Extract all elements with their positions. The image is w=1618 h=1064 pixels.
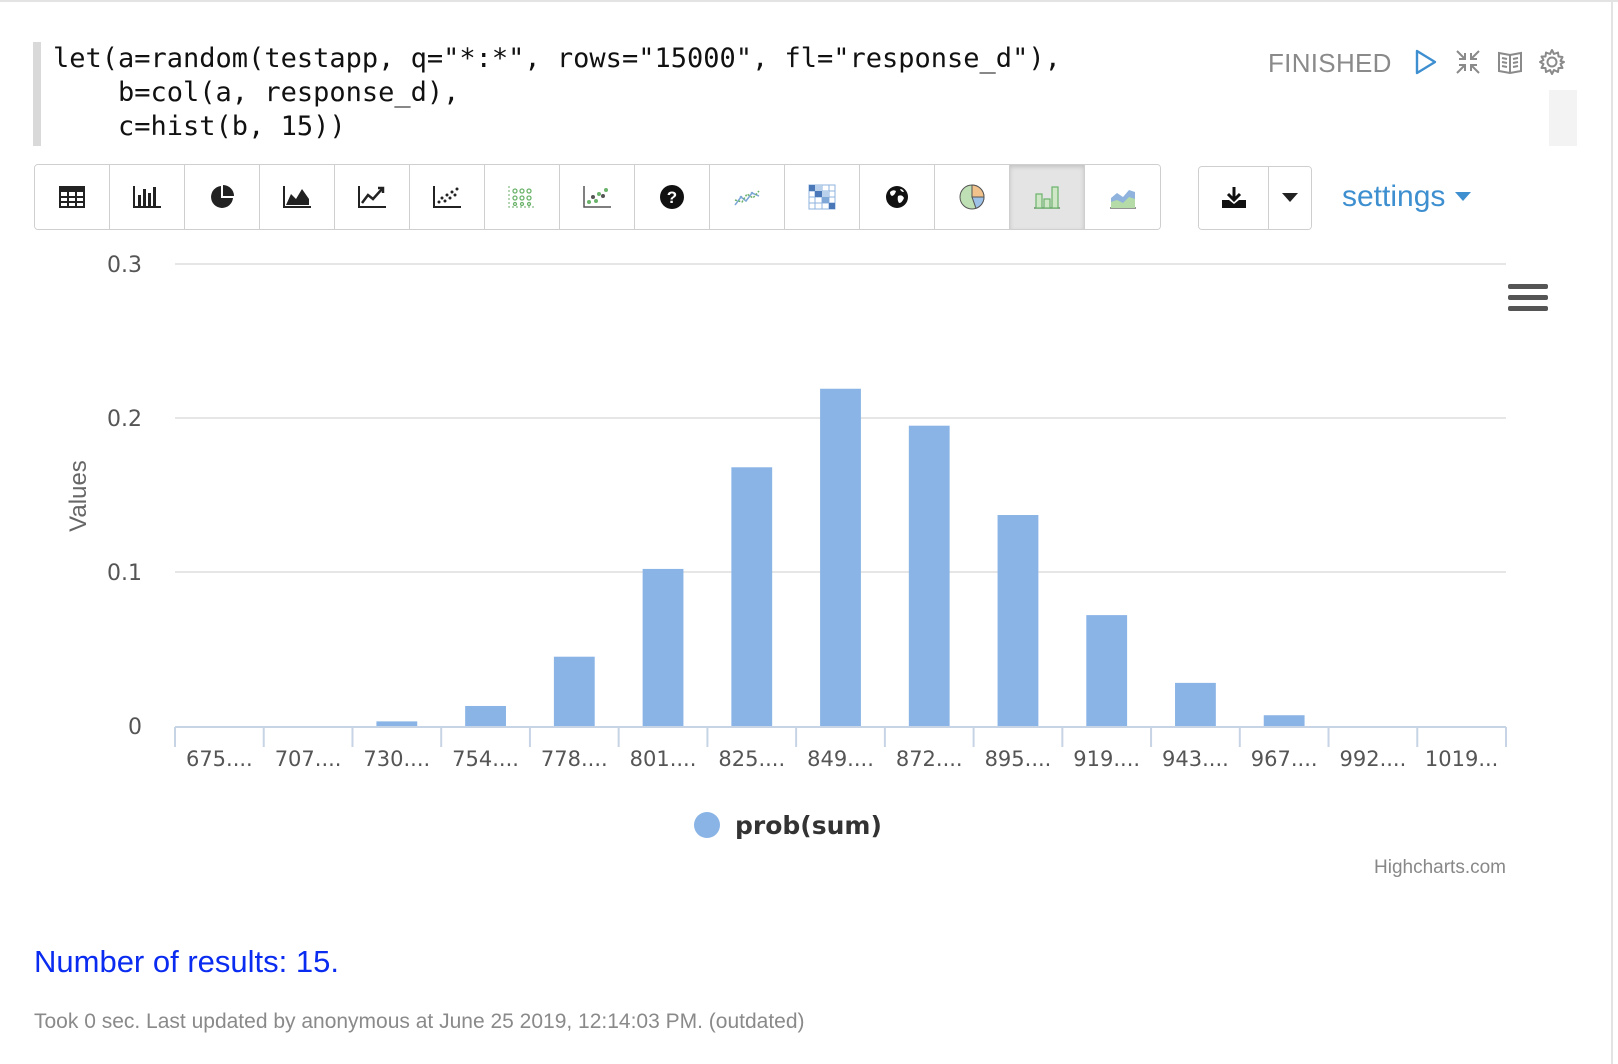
svg-text:?: ? <box>667 188 677 207</box>
x-tick-label: 992.... <box>1340 747 1407 771</box>
results-count: Number of results: 15. <box>34 944 339 979</box>
book-icon[interactable] <box>1494 44 1526 80</box>
status-footer: Took 0 sec. Last updated by anonymous at… <box>34 1010 805 1033</box>
legend-marker[interactable] <box>694 812 720 838</box>
code-line: b=col(a, response_d), <box>53 77 460 108</box>
legend-label[interactable]: prob(sum) <box>735 811 882 840</box>
settings-label: settings <box>1342 180 1446 213</box>
bar-chart-icon[interactable] <box>110 165 185 229</box>
chart-bars <box>376 388 1305 726</box>
code-editor[interactable]: let(a=random(testapp, q="*:*", rows="150… <box>33 42 1577 146</box>
download-button[interactable] <box>1199 167 1269 229</box>
y-tick-label: 0.3 <box>107 253 142 278</box>
download-dropdown-button[interactable] <box>1269 167 1311 229</box>
bar[interactable] <box>376 721 418 726</box>
y-axis-ticks: 0 0.1 0.2 0.3 <box>107 253 142 740</box>
table-icon[interactable] <box>35 165 110 229</box>
help-icon[interactable]: ? <box>635 165 710 229</box>
bubble-chart-icon[interactable] <box>485 165 560 229</box>
bar[interactable] <box>731 467 773 726</box>
bar[interactable] <box>1263 715 1305 726</box>
bar[interactable] <box>997 515 1039 726</box>
x-tick-label: 825.... <box>718 747 785 771</box>
line-chart-icon[interactable] <box>335 165 410 229</box>
y-axis-label: Values <box>65 460 92 532</box>
network-icon[interactable] <box>710 165 785 229</box>
editor-gutter <box>33 42 41 146</box>
bar[interactable] <box>908 425 950 726</box>
area-chart-icon[interactable] <box>260 165 335 229</box>
bar[interactable] <box>553 656 595 726</box>
x-tick-label: 778.... <box>541 747 608 771</box>
x-tick-label: 943.... <box>1162 747 1229 771</box>
pie-color-icon[interactable] <box>935 165 1010 229</box>
x-tick-label: 801.... <box>630 747 697 771</box>
y-tick-label: 0 <box>128 715 142 740</box>
x-tick-label: 707.... <box>275 747 342 771</box>
y-tick-label: 0.1 <box>107 561 142 586</box>
paragraph-status: FINISHED <box>1268 48 1392 78</box>
x-tick-label: 872.... <box>896 747 963 771</box>
editor-scrollbar[interactable] <box>1549 90 1577 146</box>
bar[interactable] <box>642 568 684 726</box>
settings-dropdown[interactable]: settings <box>1342 180 1472 214</box>
download-button-group <box>1198 166 1312 230</box>
bar[interactable] <box>465 705 506 726</box>
x-tick-label: 1019... <box>1425 747 1498 771</box>
visualization-toolbar: ? <box>34 164 1161 230</box>
x-tick-label: 919.... <box>1073 747 1140 771</box>
scatter-chart-icon[interactable] <box>410 165 485 229</box>
histogram-icon[interactable] <box>1010 165 1085 229</box>
chart-container: 0 0.1 0.2 0.3 675.... 707.... 730.... 754.... 7… <box>40 250 1580 910</box>
right-border <box>1611 0 1613 1064</box>
collapse-icon[interactable] <box>1452 44 1484 80</box>
x-tick-label: 730.... <box>363 747 430 771</box>
top-border <box>0 0 1618 2</box>
run-icon[interactable] <box>1410 44 1442 80</box>
gear-icon[interactable] <box>1536 44 1568 80</box>
credits-link[interactable]: Highcharts.com <box>1374 857 1506 878</box>
pie-chart-icon[interactable] <box>185 165 260 229</box>
scatter-color-icon[interactable] <box>560 165 635 229</box>
chevron-down-icon <box>1282 193 1298 202</box>
bar[interactable] <box>1086 615 1128 726</box>
map-icon[interactable] <box>860 165 935 229</box>
x-tick-label: 967.... <box>1251 747 1318 771</box>
heatmap-icon[interactable] <box>785 165 860 229</box>
histogram-chart: 0 0.1 0.2 0.3 675.... 707.... 730.... 754.... 7… <box>65 253 1507 878</box>
bar[interactable] <box>820 388 861 726</box>
y-tick-label: 0.2 <box>107 407 142 432</box>
code-line: c=hist(b, 15)) <box>53 111 346 142</box>
x-tick-label: 675.... <box>186 747 253 771</box>
bar[interactable] <box>1175 682 1216 726</box>
x-tick-label: 895.... <box>985 747 1052 771</box>
x-tick-label: 754.... <box>452 747 519 771</box>
area-color-icon[interactable] <box>1085 165 1160 229</box>
code-line: let(a=random(testapp, q="*:*", rows="150… <box>53 43 1061 74</box>
paragraph-controls <box>1410 44 1568 80</box>
x-tick-label: 849.... <box>807 747 874 771</box>
legend[interactable]: prob(sum) <box>694 811 882 840</box>
x-axis: 675.... 707.... 730.... 754.... 778.... 801..… <box>174 726 1507 771</box>
code-text[interactable]: let(a=random(testapp, q="*:*", rows="150… <box>53 42 1061 144</box>
caret-down-icon <box>1455 192 1472 201</box>
chart-menu-icon[interactable] <box>1508 284 1548 316</box>
